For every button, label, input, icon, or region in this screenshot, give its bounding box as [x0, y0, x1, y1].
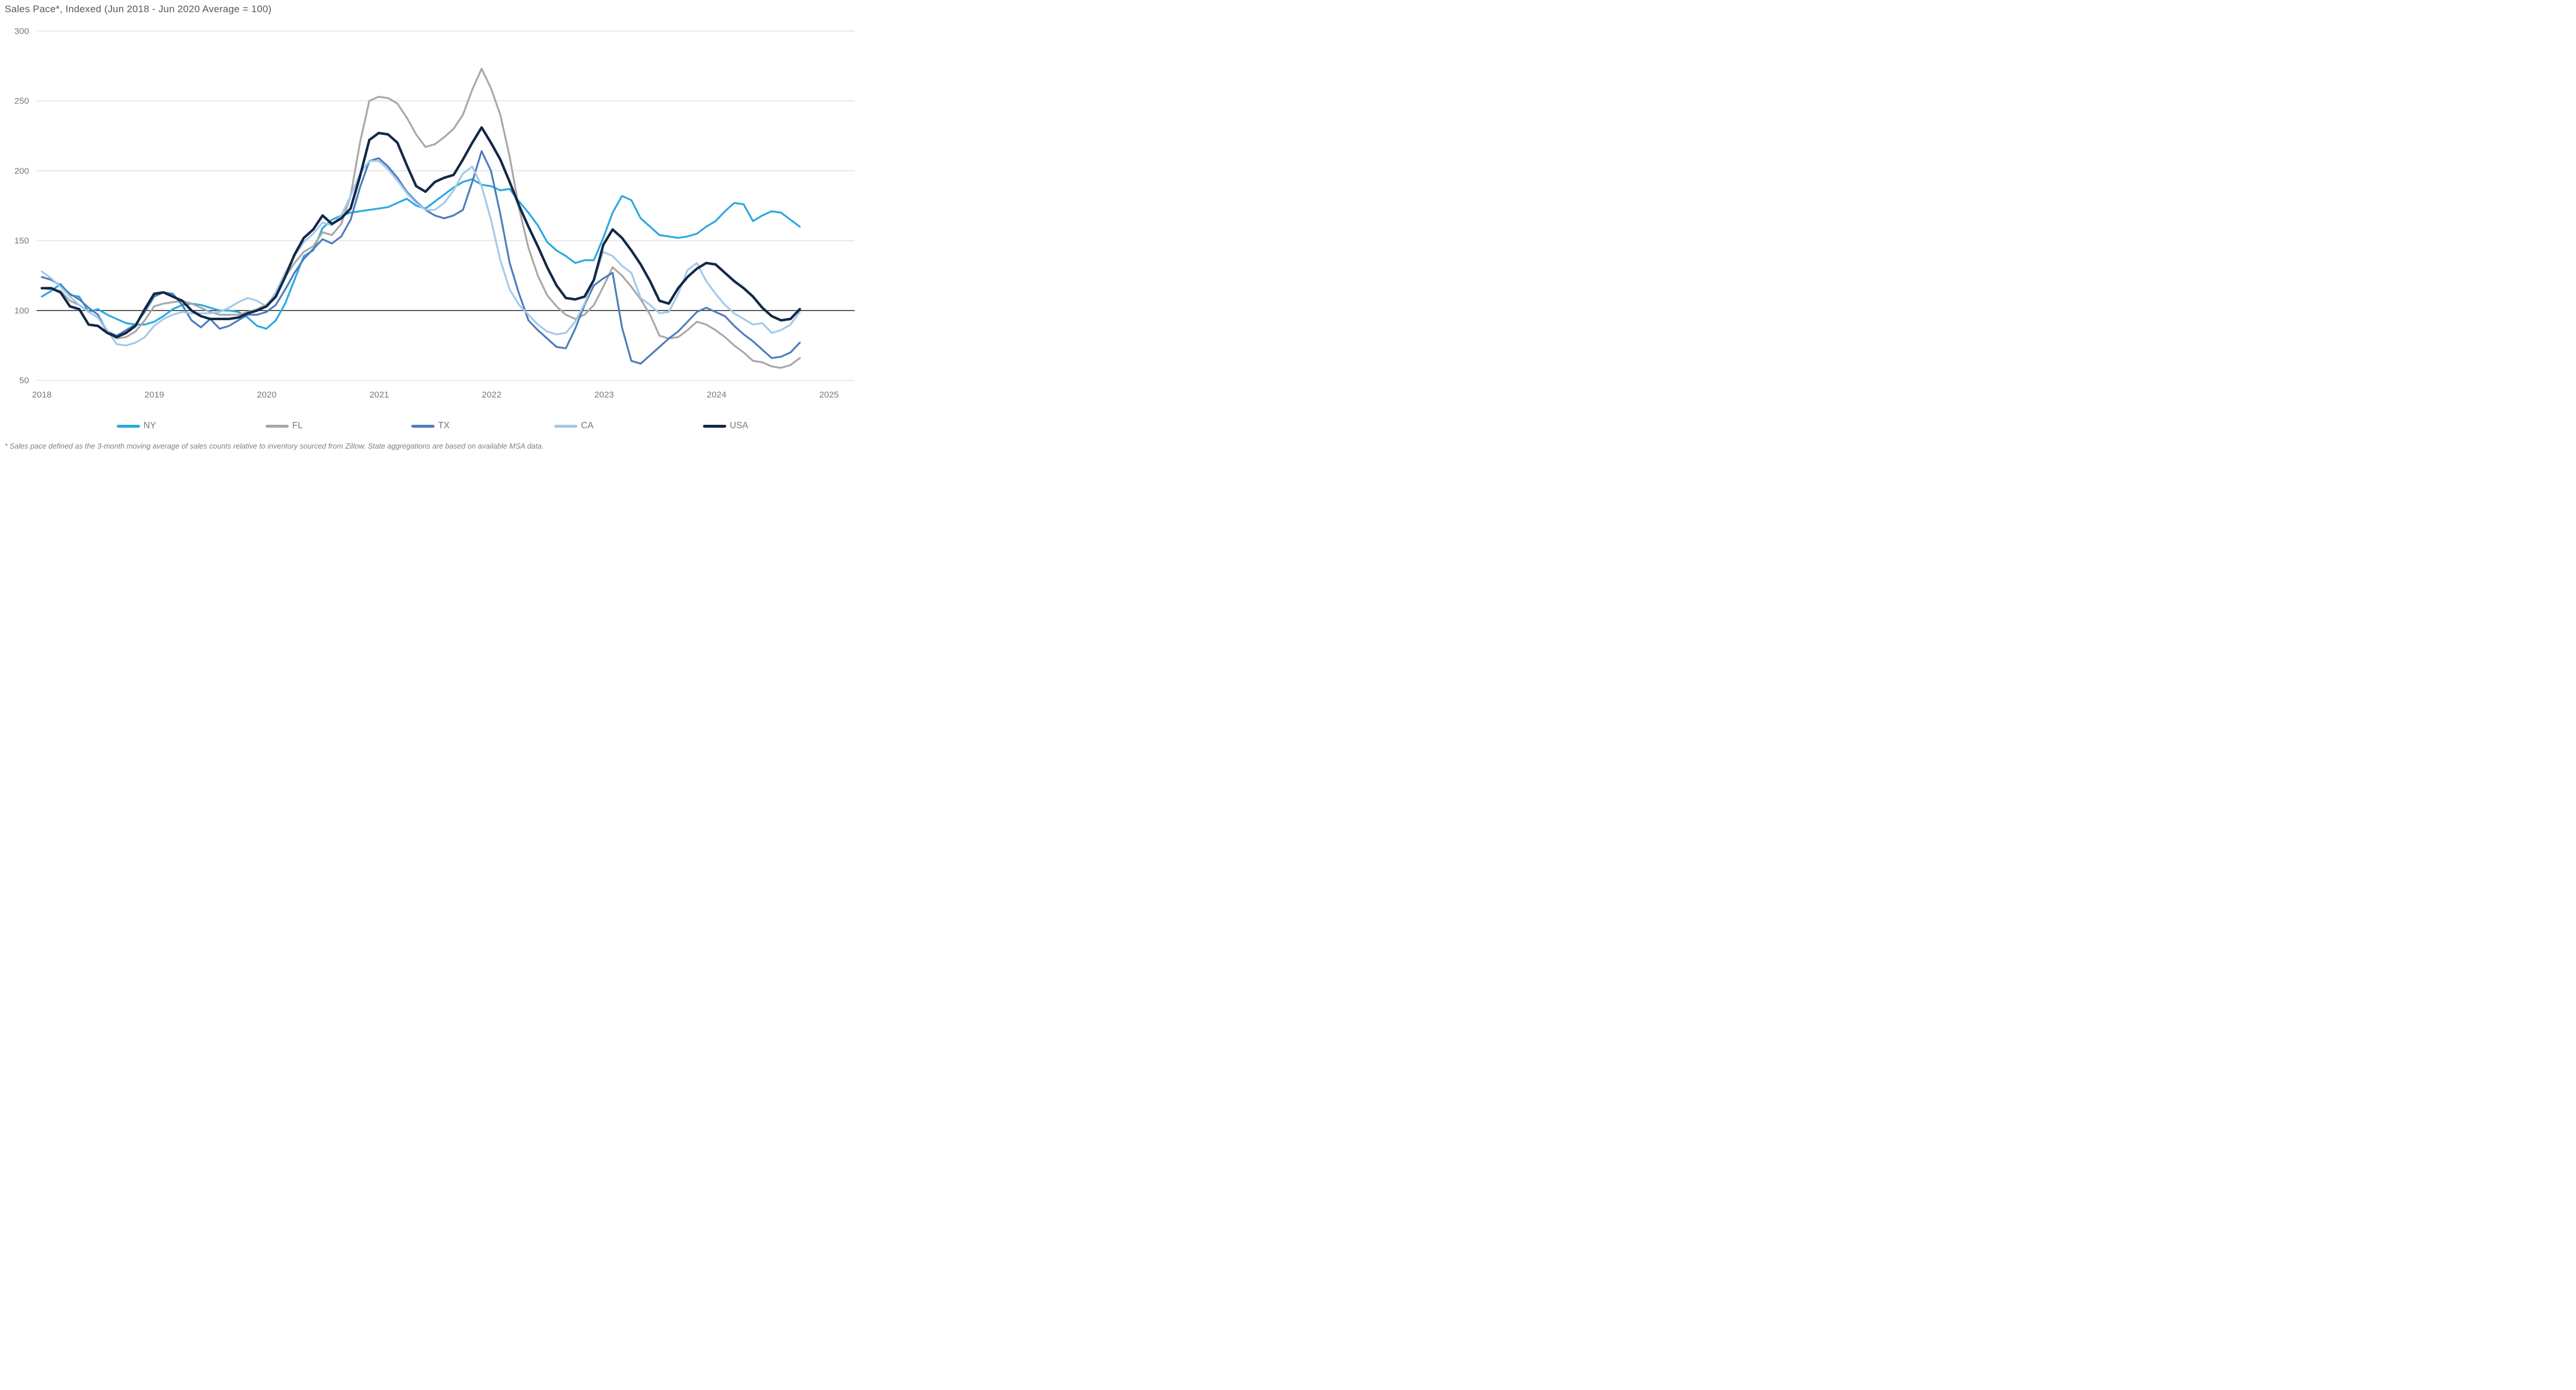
legend-swatch-USA: [703, 424, 726, 428]
y-tick-label-200: 200: [15, 166, 29, 176]
legend-swatch-NY: [117, 424, 140, 428]
legend-item-NY: NY: [117, 419, 156, 433]
chart-title: Sales Pace*, Indexed (Jun 2018 - Jun 202…: [5, 3, 272, 15]
legend-label-FL: FL: [292, 421, 303, 431]
legend-item-USA: USA: [703, 419, 748, 433]
chart-container: { "title": "Sales Pace*, Indexed (Jun 20…: [0, 0, 859, 463]
series-line-FL: [41, 67, 801, 369]
x-tick-label-2019: 2019: [145, 390, 164, 400]
chart-footnote: * Sales pace defined as the 3-month movi…: [5, 442, 544, 450]
x-tick-label-2023: 2023: [594, 390, 614, 400]
y-tick-label-300: 300: [15, 26, 29, 36]
y-tick-label-150: 150: [15, 236, 29, 246]
legend-swatch-CA: [554, 424, 577, 428]
x-tick-label-2025: 2025: [819, 390, 839, 400]
y-tick-label-250: 250: [15, 96, 29, 106]
legend-swatch-FL: [266, 424, 289, 428]
x-tick-label-2018: 2018: [32, 390, 52, 400]
series-line-CA: [41, 160, 801, 347]
legend-label-USA: USA: [730, 421, 748, 431]
y-tick-label-50: 50: [19, 376, 29, 386]
legend-item-CA: CA: [554, 419, 594, 433]
chart-legend: NY FL TX CA USA: [0, 419, 859, 433]
y-tick-label-100: 100: [15, 306, 29, 316]
legend-label-CA: CA: [581, 421, 594, 431]
legend-label-TX: TX: [438, 421, 450, 431]
series-line-USA: [40, 126, 801, 339]
legend-item-FL: FL: [266, 419, 303, 433]
legend-item-TX: TX: [411, 419, 450, 433]
x-tick-label-2021: 2021: [369, 390, 389, 400]
x-tick-label-2022: 2022: [482, 390, 501, 400]
x-tick-label-2020: 2020: [257, 390, 277, 400]
legend-swatch-TX: [411, 424, 435, 428]
legend-label-NY: NY: [143, 421, 156, 431]
x-tick-label-2024: 2024: [707, 390, 727, 400]
